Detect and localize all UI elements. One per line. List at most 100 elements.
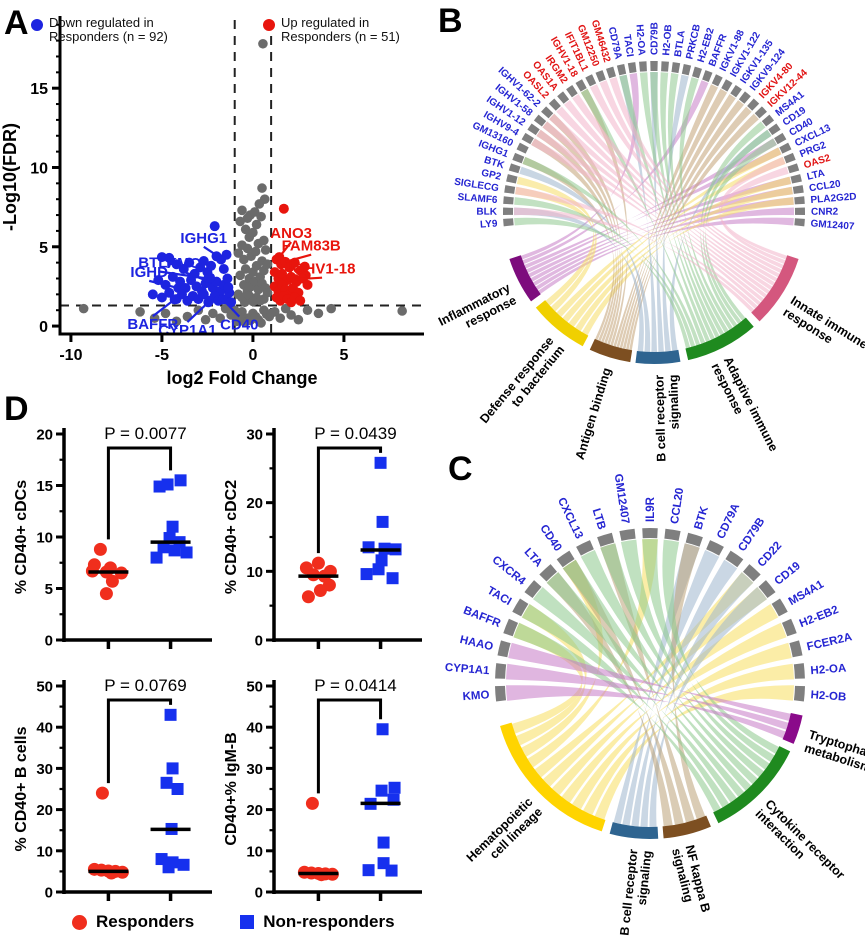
svg-text:-10: -10 — [59, 347, 82, 364]
panel-label-d: D — [4, 390, 29, 428]
svg-text:TACI: TACI — [485, 585, 513, 608]
svg-text:P = 0.0077: P = 0.0077 — [104, 424, 186, 443]
responders-dot-icon — [72, 914, 87, 930]
legend-down-line1: Down regulated in — [49, 15, 154, 30]
legend-non-responders: Non-responders — [240, 912, 395, 932]
svg-text:BAFFR: BAFFR — [127, 316, 178, 333]
svg-text:log2 Fold Change: log2 Fold Change — [167, 368, 318, 388]
svg-text:% CD40+ B cells: % CD40+ B cells — [13, 726, 30, 851]
svg-text:BTK: BTK — [693, 504, 712, 531]
svg-text:CYP1A1: CYP1A1 — [444, 662, 490, 678]
svg-text:5: 5 — [45, 581, 53, 598]
svg-text:-Log10(FDR): -Log10(FDR) — [0, 123, 20, 231]
svg-text:5: 5 — [339, 347, 348, 364]
non-responders-label: Non-responders — [263, 912, 395, 931]
dotplot-cd40-igmb: P = 0.0414 0 10 20 30 40 50 CD40+% IgM-B — [223, 676, 422, 902]
svg-text:signaling: signaling — [635, 850, 655, 906]
svg-text:FCER2A: FCER2A — [806, 631, 854, 653]
volcano-legend-up: Up regulated in Responders (n = 51) — [263, 15, 400, 45]
svg-text:0: 0 — [45, 633, 53, 650]
svg-text:% CD40+ cDCs: % CD40+ cDCs — [13, 480, 30, 594]
non-responders-square-icon — [240, 915, 255, 929]
svg-text:CD22: CD22 — [756, 540, 785, 570]
svg-text:H2-OB: H2-OB — [661, 24, 674, 56]
svg-text:GP2: GP2 — [480, 168, 502, 183]
svg-text:CD79B: CD79B — [650, 22, 661, 55]
svg-text:20: 20 — [36, 427, 53, 444]
svg-text:GM12407: GM12407 — [810, 218, 855, 232]
svg-text:20: 20 — [36, 802, 53, 819]
svg-text:10: 10 — [246, 843, 263, 860]
svg-text:30: 30 — [246, 427, 263, 444]
svg-text:Defense response: Defense response — [477, 334, 556, 426]
panel-label-b: B — [438, 2, 463, 40]
svg-text:BTLA: BTLA — [138, 254, 178, 271]
svg-text:CD40: CD40 — [220, 317, 258, 334]
dotplot-cd40-bcells: P = 0.0769 0 10 20 30 40 50 % CD40+ B cells — [13, 676, 212, 902]
down-regulated-dot-icon — [31, 19, 43, 31]
svg-text:30: 30 — [36, 761, 53, 778]
svg-text:10: 10 — [30, 160, 48, 177]
svg-text:LTA: LTA — [806, 168, 826, 183]
chord-diagram-c: KMO CYP1A1 HAAO BAFFRTACICXCR4LTACD40CXCL13… — [444, 473, 865, 936]
svg-text:ANO3: ANO3 — [270, 225, 312, 242]
svg-text:BTLA: BTLA — [673, 30, 688, 58]
svg-text:CYP1A1: CYP1A1 — [158, 322, 216, 339]
svg-text:10: 10 — [246, 564, 263, 581]
svg-text:HAAO: HAAO — [459, 634, 495, 653]
svg-text:TACI: TACI — [621, 34, 635, 58]
svg-text:% CD40+ cDC2: % CD40+ cDC2 — [223, 480, 240, 594]
svg-text:LTB: LTB — [590, 507, 608, 531]
svg-text:KMO: KMO — [462, 689, 490, 703]
svg-text:40: 40 — [246, 720, 263, 737]
panel-label-a: A — [4, 4, 29, 42]
svg-text:MS4A1: MS4A1 — [787, 578, 827, 608]
svg-text:IL9R: IL9R — [645, 496, 657, 522]
svg-text:GM12407: GM12407 — [612, 473, 631, 525]
svg-text:10: 10 — [36, 843, 53, 860]
svg-text:CD19: CD19 — [772, 560, 802, 588]
svg-text:50: 50 — [36, 679, 53, 696]
dotplot-cd40-cdc2: P = 0.0439 0 10 20 30 % CD40+ cDC2 — [223, 424, 422, 650]
svg-text:15: 15 — [36, 478, 53, 495]
svg-text:15: 15 — [30, 81, 48, 98]
svg-text:CXCL13: CXCL13 — [555, 496, 585, 541]
svg-text:40: 40 — [36, 720, 53, 737]
svg-text:CD79A: CD79A — [715, 502, 742, 541]
svg-text:0: 0 — [255, 885, 263, 902]
svg-text:BLK: BLK — [476, 207, 497, 218]
svg-text:CCL20: CCL20 — [669, 487, 686, 525]
svg-text:P = 0.0769: P = 0.0769 — [104, 676, 186, 695]
svg-text:30: 30 — [246, 761, 263, 778]
svg-text:IGHV1-18: IGHV1-18 — [289, 261, 356, 278]
up-regulated-dot-icon — [263, 19, 275, 31]
svg-text:CCL20: CCL20 — [808, 179, 841, 195]
svg-text:LTA: LTA — [522, 546, 545, 569]
legend-down-line2: Responders (n = 92) — [49, 29, 168, 45]
legend-up-line2: Responders (n = 51) — [281, 29, 400, 45]
svg-text:10: 10 — [36, 530, 53, 547]
svg-text:-5: -5 — [155, 347, 169, 364]
svg-text:KMO: KMO — [166, 255, 201, 272]
svg-text:CD40+% IgM-B: CD40+% IgM-B — [223, 732, 240, 845]
svg-text:50: 50 — [246, 679, 263, 696]
svg-text:BAFFR: BAFFR — [462, 605, 503, 631]
dotplot-cd40-cdcs: P = 0.0077 0 5 10 15 20 % CD40+ cDCs — [13, 424, 212, 650]
svg-text:LY9: LY9 — [480, 218, 499, 230]
volcano-legend-down: Down regulated in Responders (n = 92) — [31, 15, 168, 45]
legend-responders: Responders — [72, 912, 194, 932]
svg-text:PLA2G2D: PLA2G2D — [810, 191, 857, 206]
svg-text:0: 0 — [45, 885, 53, 902]
svg-text:20: 20 — [246, 802, 263, 819]
svg-text:signaling: signaling — [666, 374, 681, 429]
svg-text:IGHG1: IGHG1 — [180, 230, 227, 247]
svg-text:0: 0 — [39, 319, 48, 336]
svg-text:P = 0.0439: P = 0.0439 — [314, 424, 396, 443]
svg-text:H2-EB2: H2-EB2 — [798, 604, 840, 630]
svg-text:H2-OA: H2-OA — [810, 662, 847, 677]
chord-diagram-b: LY9BLKSLAMF6SIGLECGGP2BTKIGHG1GM13160IGH… — [436, 19, 865, 462]
svg-text:CNR2: CNR2 — [811, 207, 839, 218]
responders-label: Responders — [96, 912, 195, 931]
svg-text:Cytokine receptor: Cytokine receptor — [762, 797, 847, 882]
